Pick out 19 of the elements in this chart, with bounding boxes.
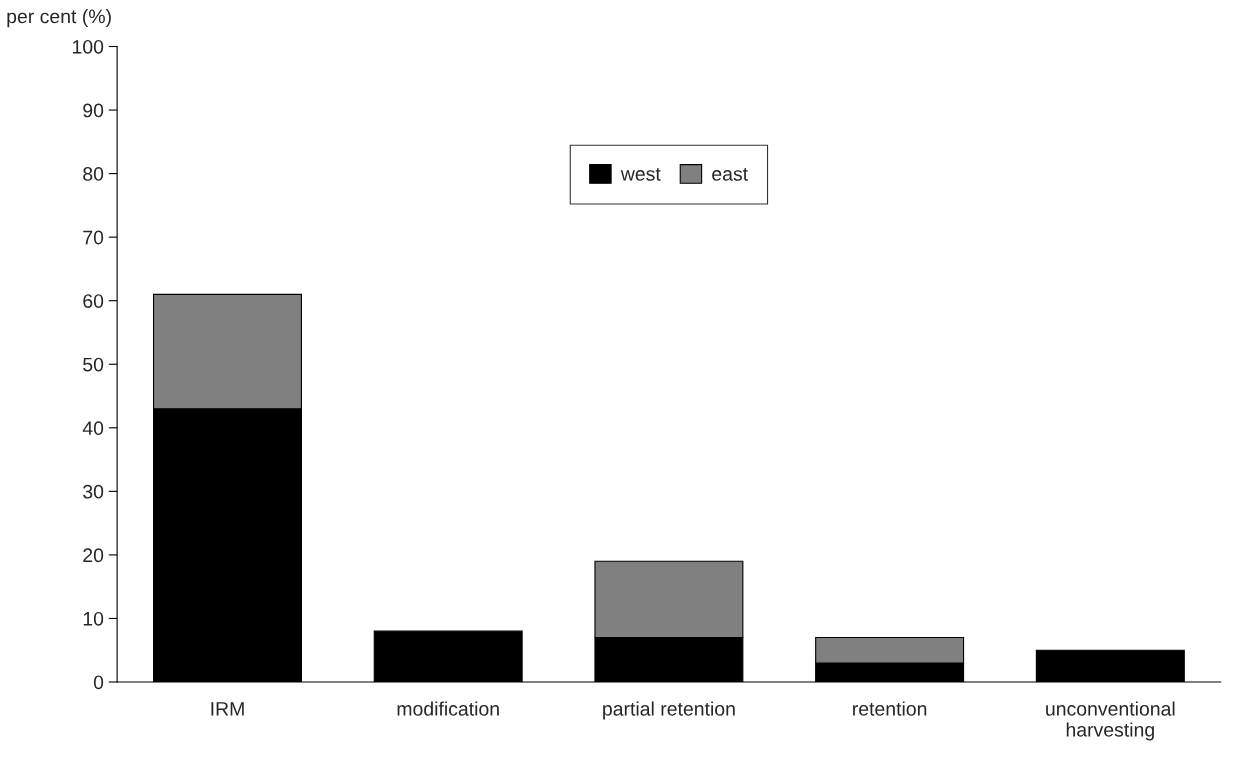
- y-tick-label: 0: [93, 675, 104, 690]
- legend-label: east: [712, 168, 748, 181]
- y-tick-label: 10: [83, 611, 104, 626]
- y-tick-label: 30: [83, 484, 104, 499]
- y-tick-label: 40: [82, 421, 104, 436]
- x-tick-label: unconventional harvesting: [1046, 701, 1175, 741]
- legend-label: west: [620, 168, 661, 181]
- x-tick-label: IRM: [211, 702, 244, 716]
- y-tick-label: 60: [83, 294, 104, 308]
- y-tick-label: 20: [83, 548, 104, 563]
- y-tick-label: 100: [72, 39, 104, 54]
- x-tick-label: partial retention: [603, 701, 735, 720]
- x-tick-label: retention: [853, 701, 927, 716]
- y-tick-label: 70: [83, 230, 104, 245]
- y-axis-title: per cent (%): [7, 9, 111, 28]
- y-tick-label: 80: [83, 167, 104, 181]
- y-tick-label: 90: [83, 103, 104, 118]
- x-tick-label: modification: [397, 701, 499, 716]
- y-tick-label: 50: [83, 357, 104, 372]
